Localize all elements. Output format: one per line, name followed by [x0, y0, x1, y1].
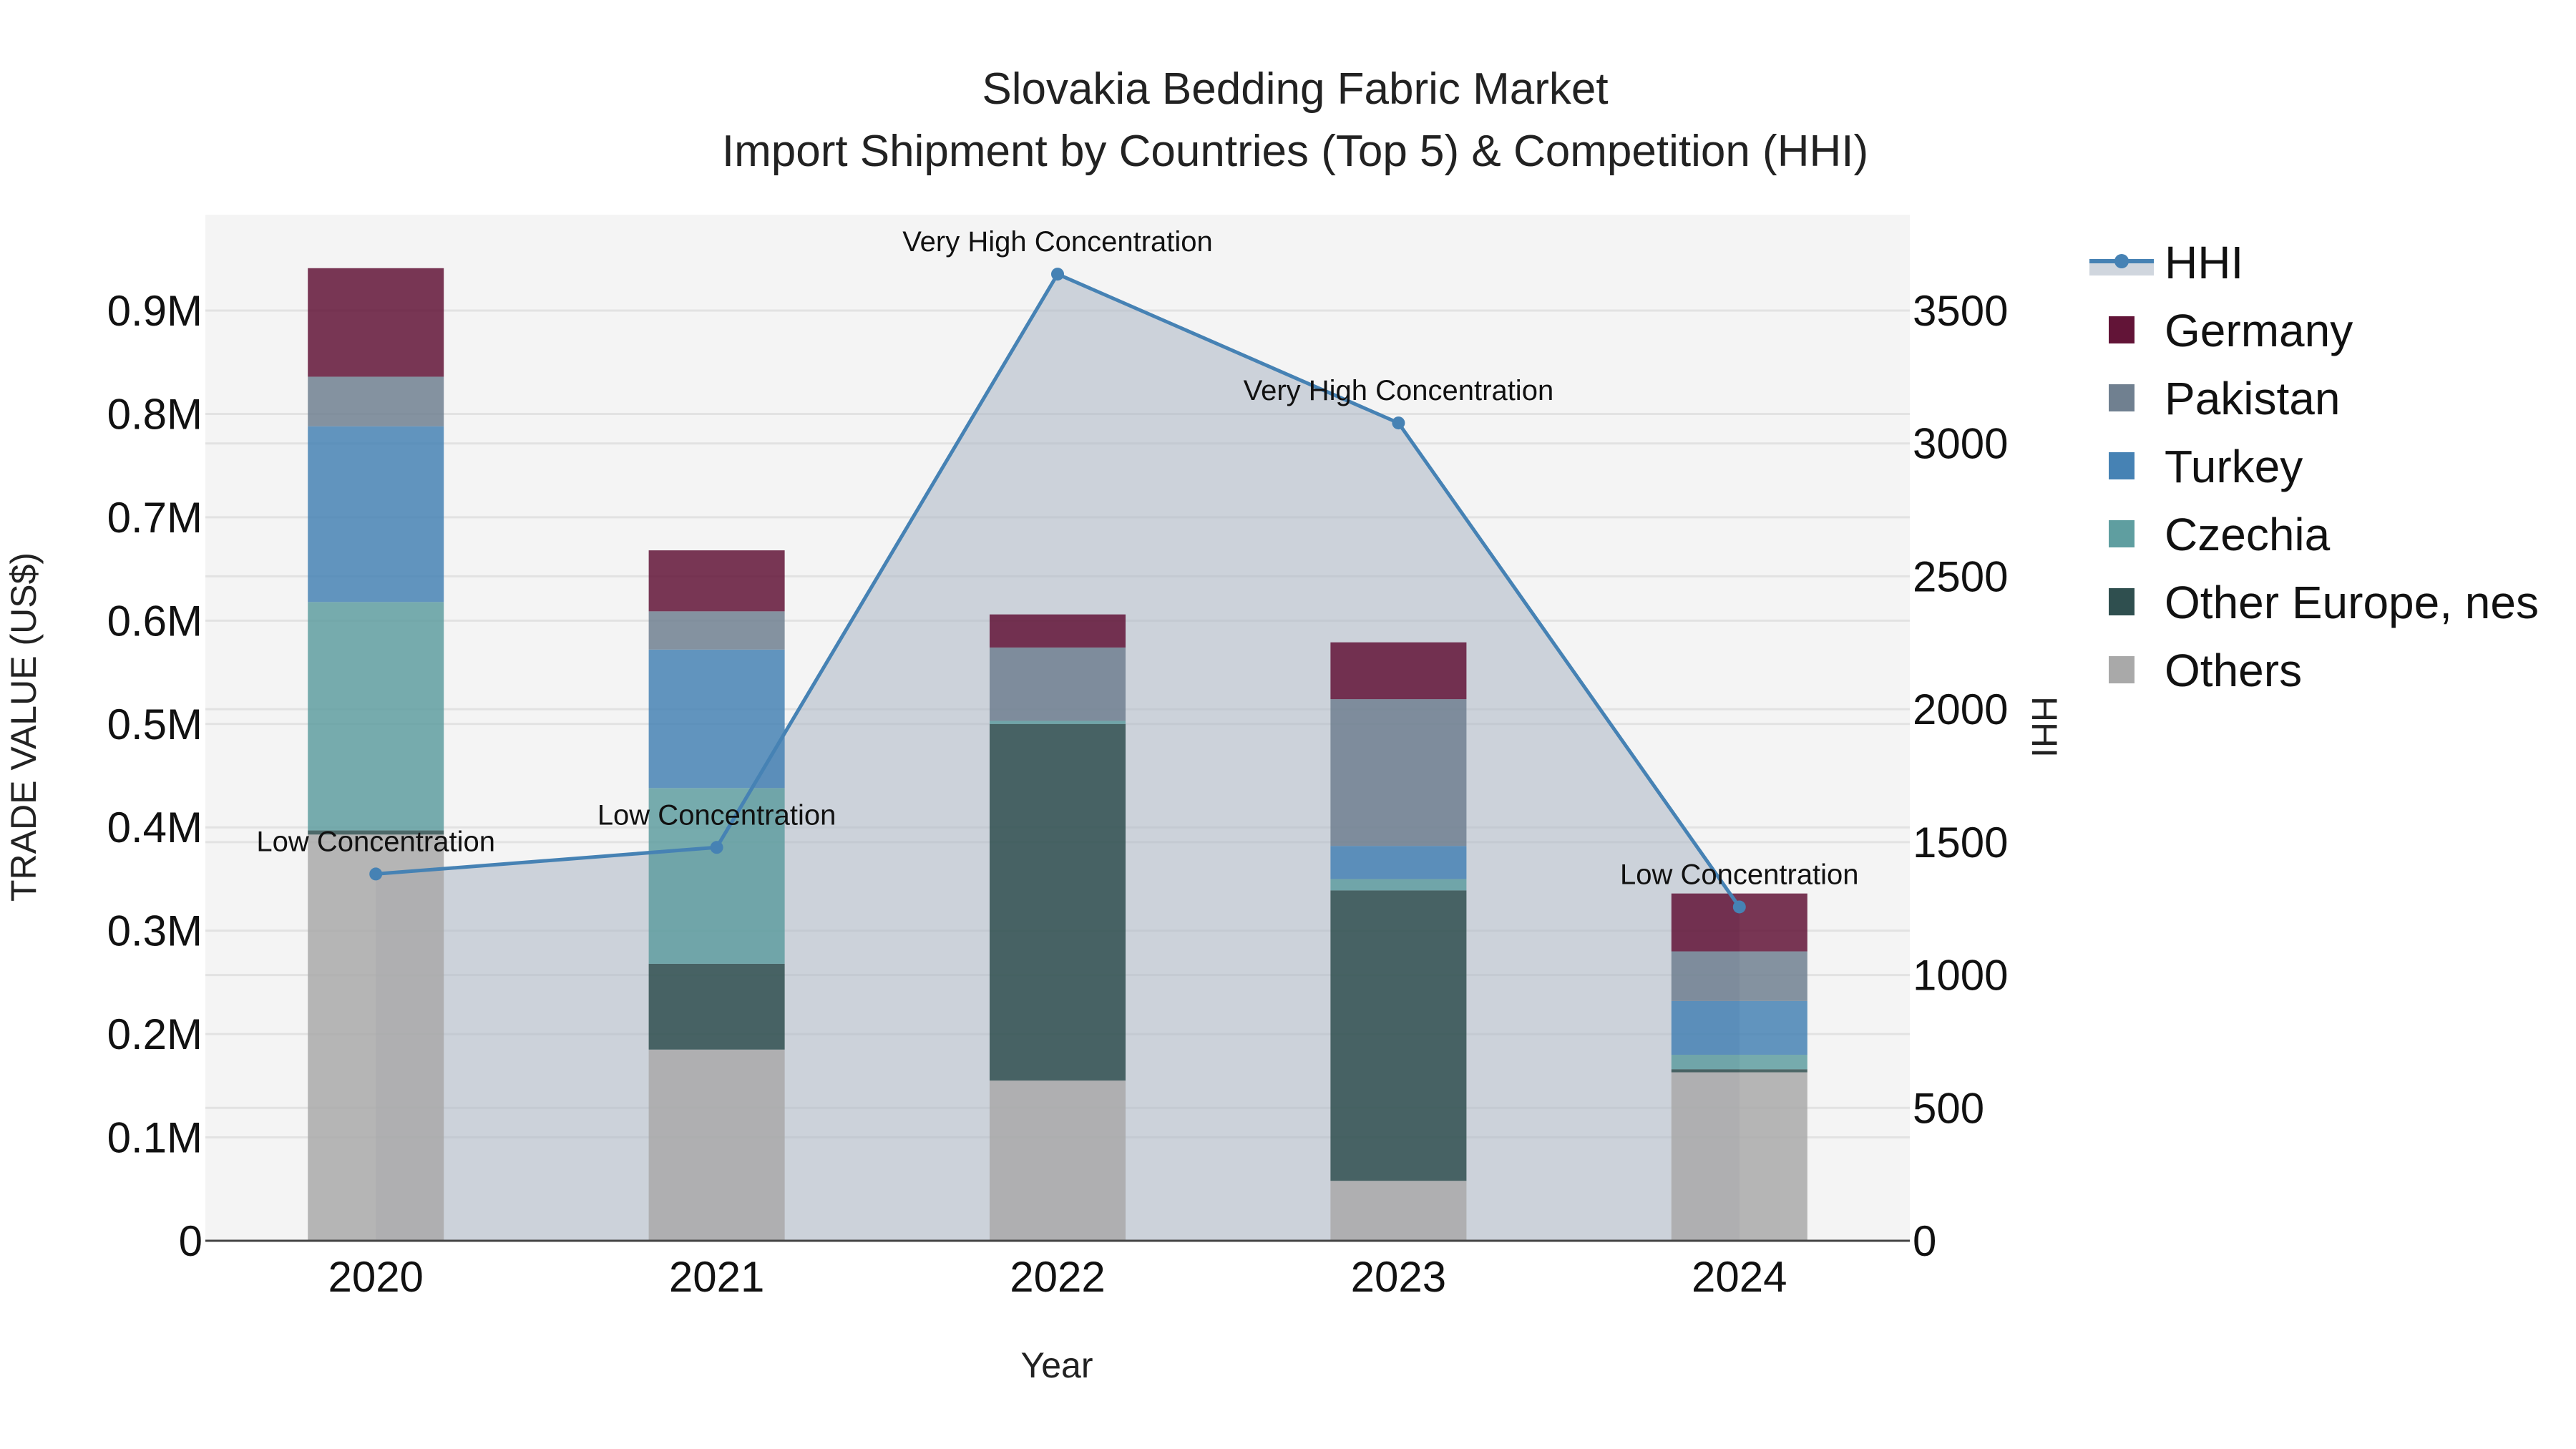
x-tick-label: 2023 [1351, 1253, 1446, 1301]
hhi-point[interactable] [1392, 416, 1405, 430]
y-tick-label: 0.5M [107, 701, 203, 748]
bar-segment[interactable] [1671, 951, 1807, 1001]
bar-segment[interactable] [308, 426, 444, 602]
legend-item-germany[interactable]: Germany [2109, 305, 2353, 356]
bar-segment[interactable] [1330, 879, 1467, 891]
bar-segment[interactable] [1330, 1181, 1467, 1241]
legend-swatch-icon [2109, 656, 2135, 683]
bar-segment[interactable] [990, 721, 1126, 724]
bar-segment[interactable] [648, 1049, 785, 1241]
bar-segment[interactable] [648, 649, 785, 789]
hhi-annotation: Very High Concentration [902, 226, 1213, 258]
y2-tick-label: 2000 [1913, 686, 2008, 733]
bar-segment[interactable] [648, 611, 785, 650]
chart-subtitle: Import Shipment by Countries (Top 5) & C… [722, 127, 1868, 176]
legend-item-turkey[interactable]: Turkey [2109, 441, 2303, 492]
y-tick-label: 0.7M [107, 494, 203, 542]
y-tick-label: 0 [179, 1217, 203, 1265]
bar-segment[interactable] [990, 647, 1126, 721]
bar-segment[interactable] [990, 614, 1126, 648]
legend-label: Others [2165, 645, 2302, 696]
bar-segment[interactable] [1671, 1000, 1807, 1055]
y-tick-label: 0.6M [107, 597, 203, 645]
y2-tick-label: 1500 [1913, 819, 2008, 867]
legend-label: HHI [2165, 237, 2243, 288]
x-tick-label: 2022 [1010, 1253, 1105, 1301]
y-tick-label: 0.2M [107, 1010, 203, 1058]
y-tick-label: 0.9M [107, 287, 203, 335]
bar-segment[interactable] [648, 550, 785, 612]
legend-item-others[interactable]: Others [2109, 645, 2302, 696]
y-axis-label: TRADE VALUE (US$) [4, 552, 44, 902]
line-marker-icon [2114, 254, 2129, 268]
y-tick-label: 0.8M [107, 390, 203, 438]
legend-swatch-icon [2109, 316, 2135, 343]
legend-item-czechia[interactable]: Czechia [2109, 509, 2331, 560]
y2-tick-label: 2500 [1913, 552, 2008, 600]
bar-segment[interactable] [1671, 1069, 1807, 1073]
bar-segment[interactable] [1330, 642, 1467, 700]
x-tick-label: 2021 [669, 1253, 764, 1301]
bars [308, 268, 1807, 1241]
y2-tick-label: 500 [1913, 1084, 1984, 1132]
bar-segment[interactable] [308, 268, 444, 377]
hhi-point[interactable] [369, 867, 383, 881]
y2-tick-label: 1000 [1913, 952, 2008, 1000]
x-axis-ticks: 2020 2021 2022 2023 2024 [328, 1253, 1787, 1301]
x-tick-label: 2020 [328, 1253, 423, 1301]
legend-swatch-icon [2109, 520, 2135, 547]
chart-title: Slovakia Bedding Fabric Market [982, 64, 1608, 114]
legend-label: Other Europe, nes [2165, 577, 2539, 628]
hhi-annotation: Low Concentration [597, 799, 836, 831]
legend-label: Germany [2165, 305, 2353, 356]
y-tick-label: 0.4M [107, 804, 203, 852]
legend-swatch-icon [2109, 384, 2135, 411]
y2-tick-label: 3000 [1913, 420, 2008, 468]
bar-segment[interactable] [308, 602, 444, 831]
bar-segment[interactable] [990, 1080, 1126, 1241]
legend-swatch-icon [2109, 452, 2135, 479]
hhi-point[interactable] [1732, 900, 1746, 914]
y-tick-label: 0.1M [107, 1114, 203, 1162]
legend-item-hhi[interactable]: HHI [2089, 237, 2243, 288]
bar-segment[interactable] [648, 963, 785, 1050]
y2-axis-label: HHI [2024, 696, 2064, 758]
hhi-point[interactable] [710, 841, 723, 854]
x-axis-label: Year [1020, 1345, 1093, 1385]
bar-segment[interactable] [1671, 1055, 1807, 1070]
bar-segment[interactable] [308, 834, 444, 1241]
legend-item-other-europe-nes[interactable]: Other Europe, nes [2109, 577, 2539, 628]
y2-tick-label: 0 [1913, 1217, 1936, 1265]
y2-axis-ticks: 0 500 1000 1500 2000 2500 3000 3500 [1913, 287, 2008, 1265]
bar-segment[interactable] [308, 376, 444, 426]
hhi-line [369, 268, 1746, 914]
legend-label: Pakistan [2165, 373, 2340, 424]
bar-segment[interactable] [308, 830, 444, 835]
legend-swatch-icon [2109, 588, 2135, 615]
legend-item-pakistan[interactable]: Pakistan [2109, 373, 2340, 424]
bar-segment[interactable] [990, 723, 1126, 1081]
y2-tick-label: 3500 [1913, 287, 2008, 335]
legend-label: Turkey [2165, 441, 2303, 492]
hhi-annotation: Low Concentration [256, 826, 495, 857]
bar-segment[interactable] [1330, 846, 1467, 879]
bar-segment[interactable] [1671, 1072, 1807, 1241]
legend: HHI Germany Pakistan Turkey Czechia Other Eur… [2089, 237, 2539, 696]
hhi-point[interactable] [1051, 268, 1064, 281]
legend-label: Czechia [2165, 509, 2331, 560]
bar-segment[interactable] [1330, 890, 1467, 1181]
x-tick-label: 2024 [1692, 1253, 1787, 1301]
y-tick-label: 0.3M [107, 907, 203, 955]
y-axis-ticks: 0 0.1M 0.2M 0.3M 0.4M 0.5M 0.6M 0.7M 0.8M 0.9M [107, 287, 203, 1265]
hhi-annotation: Very High Concentration [1244, 375, 1554, 406]
annotations: Low Concentration Low Concentration Very H… [256, 226, 1858, 890]
bar-segment[interactable] [1330, 699, 1467, 847]
hhi-annotation: Low Concentration [1620, 859, 1859, 890]
bar-segment[interactable] [648, 788, 785, 964]
